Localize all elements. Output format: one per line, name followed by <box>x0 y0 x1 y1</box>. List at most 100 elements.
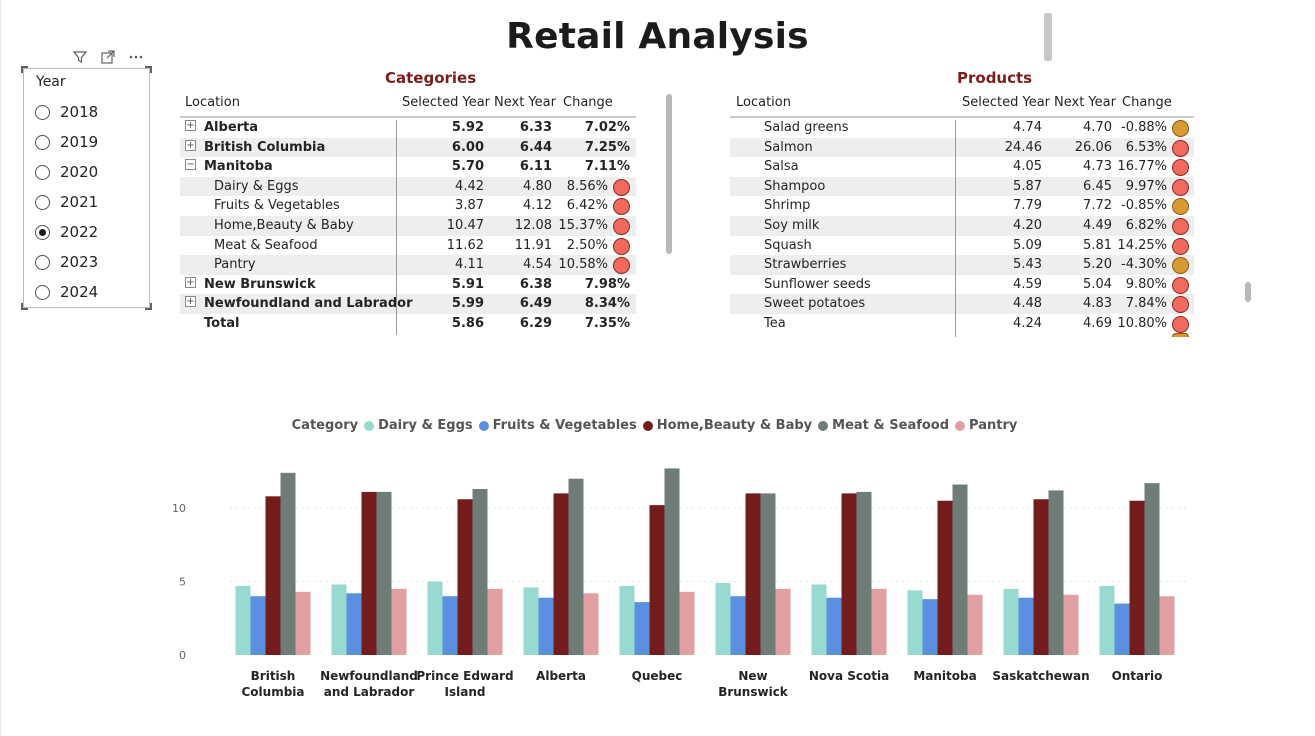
focus-mode-icon[interactable] <box>100 50 116 64</box>
bar-meat-seafood[interactable] <box>376 491 392 655</box>
bar-meat-seafood[interactable] <box>472 488 488 655</box>
page-scrollbar[interactable] <box>1044 13 1052 61</box>
selected-year-value: 5.43 <box>1013 257 1042 273</box>
radio-button[interactable] <box>35 104 50 120</box>
legend-label: Pantry <box>969 418 1018 433</box>
bar-fruits-vegetables[interactable] <box>346 593 362 655</box>
bar-dairy-eggs[interactable] <box>427 581 443 655</box>
bar-meat-seafood[interactable] <box>952 484 968 655</box>
header-selected-year[interactable]: Selected Year <box>402 95 491 110</box>
bar-pantry[interactable] <box>391 588 407 655</box>
products-scrollbar[interactable] <box>1245 282 1251 302</box>
radio-button[interactable] <box>35 194 50 210</box>
filter-icon[interactable] <box>72 50 88 64</box>
bar-dairy-eggs[interactable] <box>811 584 827 655</box>
bar-meat-seafood[interactable] <box>664 468 680 655</box>
selected-year-value: 4.59 <box>1013 276 1042 292</box>
header-location[interactable]: Location <box>185 95 240 110</box>
categories-scrollbar[interactable] <box>666 94 672 254</box>
resize-handle-top-left[interactable] <box>21 66 28 73</box>
bar-meat-seafood[interactable] <box>280 472 296 655</box>
radio-button[interactable] <box>35 164 50 180</box>
bar-home-beauty-baby[interactable] <box>937 500 953 655</box>
bar-fruits-vegetables[interactable] <box>826 597 842 655</box>
bar-home-beauty-baby[interactable] <box>457 499 473 655</box>
header-selected-year[interactable]: Selected Year <box>962 95 1051 110</box>
collapse-icon[interactable]: − <box>185 159 196 171</box>
expand-icon[interactable]: + <box>185 139 196 151</box>
radio-button[interactable] <box>35 254 50 270</box>
header-location[interactable]: Location <box>736 95 791 110</box>
bar-home-beauty-baby[interactable] <box>841 493 857 655</box>
legend-item[interactable]: Meat & Seafood <box>818 418 949 433</box>
bar-pantry[interactable] <box>583 593 599 655</box>
bar-dairy-eggs[interactable] <box>523 587 539 655</box>
header-next-year[interactable]: Next Year <box>1054 95 1116 110</box>
bar-fruits-vegetables[interactable] <box>1114 603 1130 655</box>
bar-dairy-eggs[interactable] <box>1003 588 1019 655</box>
bar-home-beauty-baby[interactable] <box>1129 500 1145 655</box>
header-change[interactable]: Change <box>1122 95 1172 110</box>
resize-handle-bottom-right[interactable] <box>145 303 152 310</box>
radio-button[interactable] <box>35 224 50 240</box>
bar-home-beauty-baby[interactable] <box>1033 499 1049 655</box>
radio-button[interactable] <box>35 134 50 150</box>
legend-item[interactable]: Home,Beauty & Baby <box>642 418 812 433</box>
bar-dairy-eggs[interactable] <box>715 583 731 655</box>
bar-meat-seafood[interactable] <box>568 478 584 655</box>
slicer-option-2024[interactable]: 2024 <box>35 277 98 307</box>
expand-icon[interactable]: + <box>185 276 196 288</box>
bar-meat-seafood[interactable] <box>1048 490 1064 655</box>
legend-item[interactable]: Pantry <box>955 418 1017 433</box>
bar-meat-seafood[interactable] <box>760 493 776 655</box>
bar-pantry[interactable] <box>679 591 695 655</box>
expand-icon[interactable]: + <box>185 120 196 131</box>
bar-fruits-vegetables[interactable] <box>538 597 554 655</box>
bar-fruits-vegetables[interactable] <box>634 602 650 655</box>
bar-pantry[interactable] <box>487 588 503 655</box>
legend-item[interactable]: Dairy & Eggs <box>364 418 473 433</box>
bar-fruits-vegetables[interactable] <box>1018 597 1034 655</box>
header-change[interactable]: Change <box>563 95 613 110</box>
bar-pantry[interactable] <box>1063 594 1079 655</box>
bar-pantry[interactable] <box>775 588 791 655</box>
bar-fruits-vegetables[interactable] <box>250 596 266 655</box>
resize-handle-top-right[interactable] <box>145 66 152 73</box>
expand-icon[interactable]: + <box>185 296 196 308</box>
slicer-option-2022[interactable]: 2022 <box>35 217 98 247</box>
bar-dairy-eggs[interactable] <box>619 585 635 655</box>
radio-button[interactable] <box>35 284 50 300</box>
status-dot-icon <box>613 237 630 255</box>
bar-pantry[interactable] <box>967 594 983 655</box>
table-row: Salmon 24.46 26.06 6.53% <box>730 137 1194 158</box>
slicer-option-2021[interactable]: 2021 <box>35 187 98 217</box>
bar-dairy-eggs[interactable] <box>331 584 347 655</box>
bar-pantry[interactable] <box>1159 596 1175 655</box>
selected-year-value: 5.91 <box>451 276 484 292</box>
bar-home-beauty-baby[interactable] <box>265 496 281 655</box>
bar-home-beauty-baby[interactable] <box>553 493 569 655</box>
slicer-option-2020[interactable]: 2020 <box>35 157 98 187</box>
change-value: 16.77% <box>1117 159 1167 175</box>
change-value: -0.88% <box>1121 120 1167 135</box>
bar-home-beauty-baby[interactable] <box>649 505 665 655</box>
bar-dairy-eggs[interactable] <box>907 590 923 655</box>
bar-fruits-vegetables[interactable] <box>442 596 458 655</box>
bar-dairy-eggs[interactable] <box>235 585 251 655</box>
bar-home-beauty-baby[interactable] <box>745 493 761 655</box>
header-next-year[interactable]: Next Year <box>494 95 556 110</box>
bar-fruits-vegetables[interactable] <box>922 599 938 655</box>
bar-pantry[interactable] <box>295 591 311 655</box>
slicer-option-2019[interactable]: 2019 <box>35 127 98 157</box>
bar-meat-seafood[interactable] <box>856 491 872 655</box>
bar-pantry[interactable] <box>871 588 887 655</box>
legend-item[interactable]: Fruits & Vegetables <box>478 418 637 433</box>
resize-handle-bottom-left[interactable] <box>21 303 28 310</box>
bar-fruits-vegetables[interactable] <box>730 596 746 655</box>
slicer-option-2018[interactable]: 2018 <box>35 97 98 127</box>
bar-meat-seafood[interactable] <box>1144 483 1160 655</box>
bar-dairy-eggs[interactable] <box>1099 585 1115 655</box>
bar-home-beauty-baby[interactable] <box>361 491 377 655</box>
slicer-option-2023[interactable]: 2023 <box>35 247 98 277</box>
more-options-icon[interactable] <box>128 50 144 64</box>
